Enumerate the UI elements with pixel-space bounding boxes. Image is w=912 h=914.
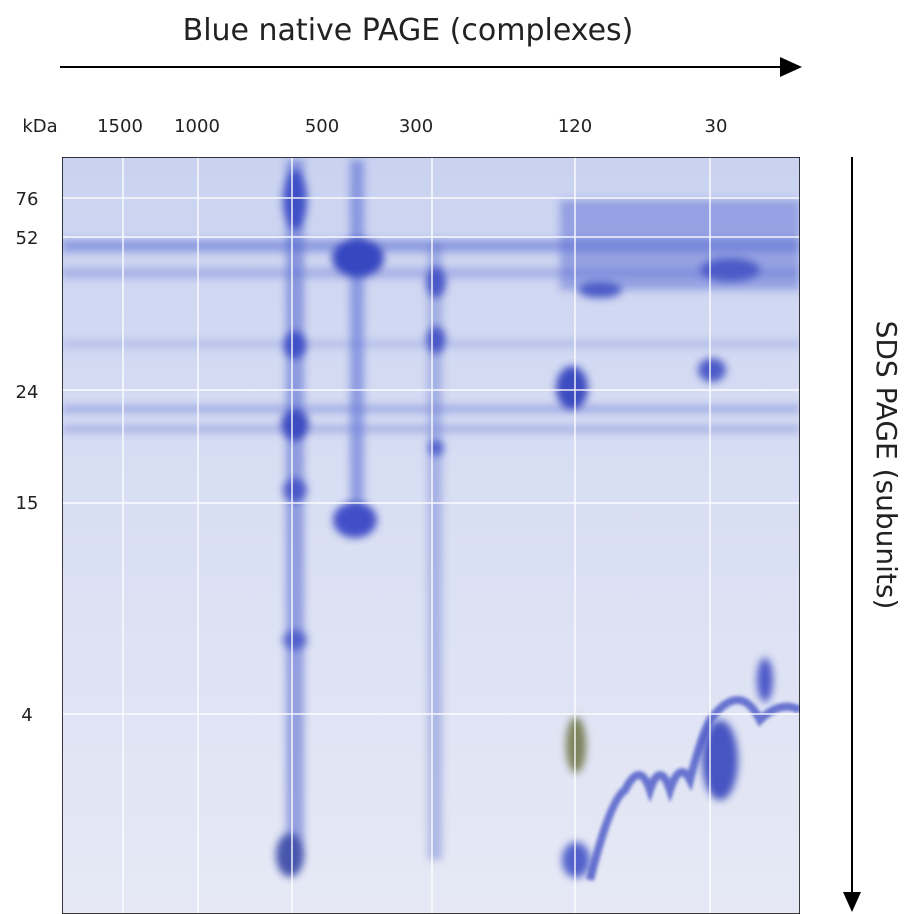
unit-label: kDa xyxy=(22,116,57,137)
left-label: 52 xyxy=(16,228,39,249)
right-title: SDS PAGE (subunits) xyxy=(870,321,903,610)
top-label: 1000 xyxy=(174,116,220,137)
left-label: 76 xyxy=(16,189,39,210)
top-label: 120 xyxy=(558,116,592,137)
top-label: 30 xyxy=(705,116,728,137)
left-label: 24 xyxy=(16,382,39,403)
top-label: 1500 xyxy=(97,116,143,137)
top-label: 300 xyxy=(399,116,433,137)
arrow-head xyxy=(843,892,861,912)
left-label: 15 xyxy=(16,493,39,514)
left-label: 4 xyxy=(21,705,32,726)
title: Blue native PAGE (complexes) xyxy=(183,13,634,48)
gel xyxy=(62,157,800,914)
grid xyxy=(62,157,800,914)
arrow-head xyxy=(780,57,802,77)
top-label: 500 xyxy=(305,116,339,137)
